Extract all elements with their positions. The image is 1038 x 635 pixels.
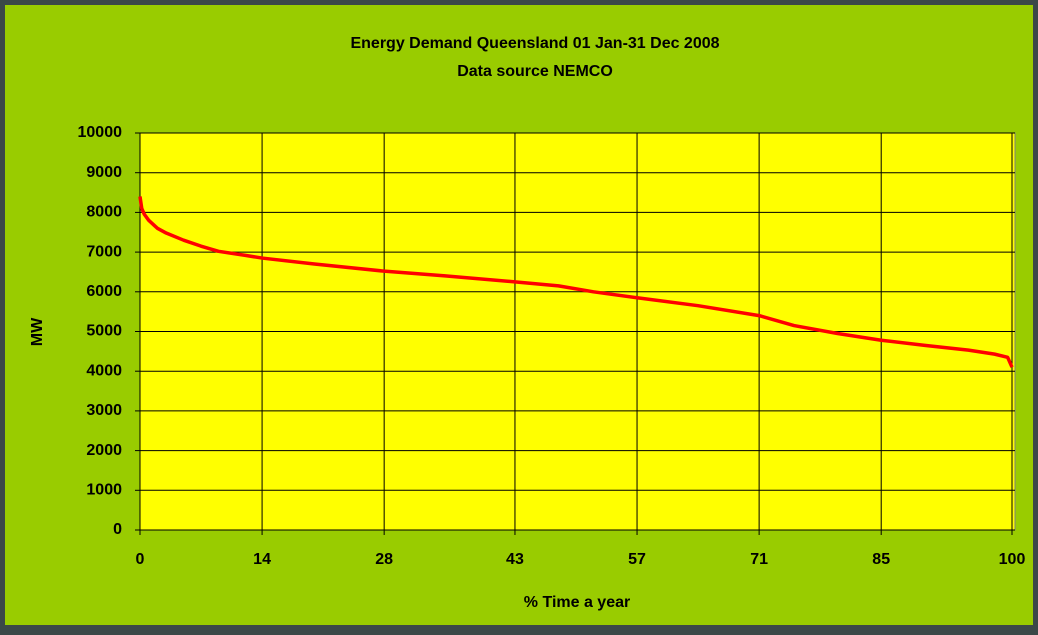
y-tick-label: 2000 bbox=[86, 442, 122, 459]
x-tick-label: 43 bbox=[506, 551, 524, 568]
y-tick-label: 5000 bbox=[86, 323, 122, 340]
y-tick-label: 3000 bbox=[86, 402, 122, 419]
chart-title: Energy Demand Queensland 01 Jan-31 Dec 2… bbox=[350, 35, 719, 52]
x-tick-label: 100 bbox=[999, 551, 1026, 568]
y-tick-label: 4000 bbox=[86, 362, 122, 379]
x-tick-label: 57 bbox=[628, 551, 646, 568]
x-axis-label: % Time a year bbox=[524, 594, 630, 611]
y-tick-label: 6000 bbox=[86, 283, 122, 300]
x-tick-label: 71 bbox=[750, 551, 768, 568]
y-tick-label: 7000 bbox=[86, 243, 122, 260]
data-line bbox=[138, 196, 1014, 368]
y-tick-label: 8000 bbox=[86, 204, 122, 221]
y-axis-label: MW bbox=[29, 317, 46, 346]
y-tick-label: 0 bbox=[113, 521, 122, 538]
y-tick-label: 10000 bbox=[78, 124, 123, 141]
x-tick-label: 28 bbox=[375, 551, 393, 568]
x-tick-label: 0 bbox=[136, 551, 145, 568]
y-tick-label: 1000 bbox=[86, 482, 122, 499]
x-tick-label: 14 bbox=[253, 551, 271, 568]
x-tick-label: 85 bbox=[872, 551, 890, 568]
y-tick-label: 9000 bbox=[86, 164, 122, 181]
chart-subtitle: Data source NEMCO bbox=[457, 63, 613, 80]
